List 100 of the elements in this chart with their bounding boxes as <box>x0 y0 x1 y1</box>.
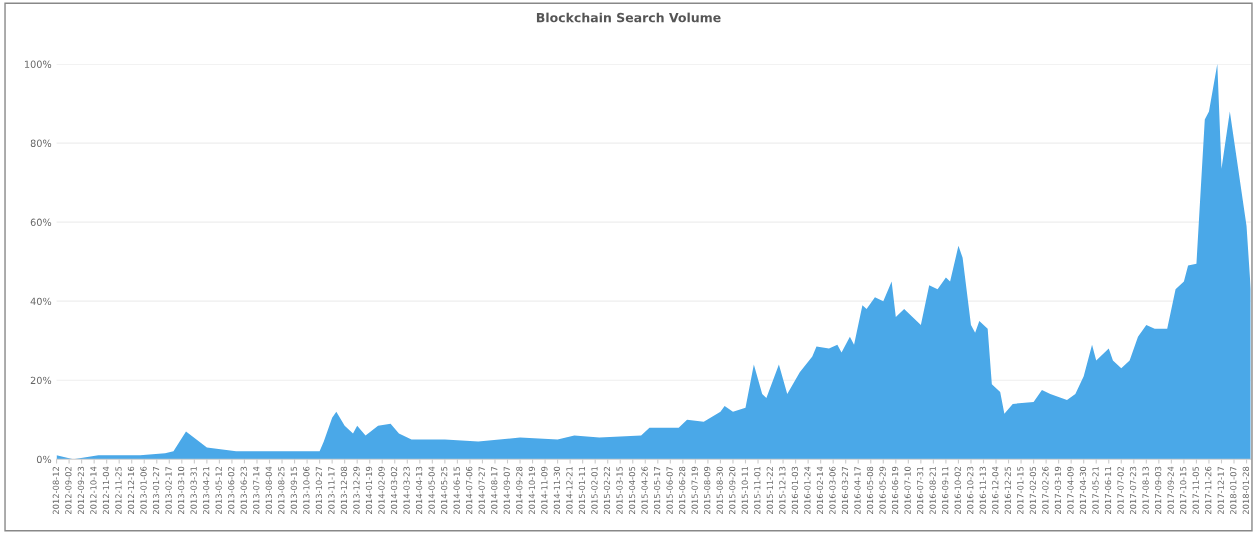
x-tick-label: 2016-06-19 <box>891 466 899 514</box>
y-tick-label: 100% <box>24 60 52 68</box>
x-tick-label: 2013-04-21 <box>202 466 210 514</box>
x-tick-label: 2016-09-11 <box>942 466 949 514</box>
x-tick-label: 2017-11-05 <box>1192 466 1199 514</box>
x-tick-label: 2016-02-14 <box>816 466 824 514</box>
x-tick-label: 2016-01-24 <box>804 466 811 514</box>
x-tick-label: 2018-01-07 <box>1230 466 1237 514</box>
x-tick-label: 2013-05-12 <box>215 467 222 514</box>
x-tick-label: 2015-11-22 <box>766 467 773 514</box>
x-tick-label: 2016-03-06 <box>829 466 836 514</box>
x-tick-label: 2014-05-25 <box>440 466 448 514</box>
x-tick-label: 2016-10-02 <box>954 467 961 514</box>
chart-title: Blockchain Search Volume <box>536 12 721 23</box>
x-tick-label: 2015-01-11 <box>578 466 586 514</box>
x-tick-label: 2013-03-31 <box>190 466 197 514</box>
x-tick-label: 2015-09-20 <box>729 466 736 514</box>
y-tick-label: 60% <box>30 218 52 226</box>
x-tick-label: 2014-04-13 <box>415 466 423 514</box>
y-tick-label: 40% <box>30 297 52 306</box>
x-tick-label: 2017-01-15 <box>1017 466 1024 514</box>
x-tick-label: 2013-10-06 <box>303 466 310 514</box>
x-tick-label: 2014-07-06 <box>466 466 473 514</box>
x-tick-label: 2017-07-23 <box>1129 466 1137 514</box>
x-tick-label: 2015-08-09 <box>704 466 711 514</box>
x-tick-label: 2017-04-09 <box>1067 466 1074 514</box>
x-tick-label: 2014-09-28 <box>516 466 523 514</box>
x-tick-label: 2016-03-27 <box>841 466 849 514</box>
x-tick-label: 2015-11-01 <box>754 466 761 514</box>
x-tick-label: 2012-11-04 <box>102 466 110 514</box>
x-tick-label: 2013-01-06 <box>140 466 147 514</box>
x-tick-label: 2015-04-26 <box>641 466 648 514</box>
x-tick-label: 2017-10-15 <box>1180 466 1187 514</box>
x-tick-label: 2013-06-02 <box>228 467 235 514</box>
x-tick-label: 2018-01-28 <box>1242 466 1249 514</box>
y-tick-label: 80% <box>30 139 52 147</box>
x-tick-label: 2014-09-07 <box>503 466 510 514</box>
x-tick-label: 2017-09-03 <box>1154 466 1162 514</box>
x-tick-label: 2017-02-26 <box>1042 466 1049 514</box>
x-tick-label: 2017-08-13 <box>1142 466 1149 514</box>
x-tick-label: 2012-09-02 <box>65 467 72 514</box>
x-tick-label: 2016-11-13 <box>979 466 986 514</box>
x-tick-label: 2015-02-22 <box>603 467 611 514</box>
x-tick-label: 2013-12-08 <box>340 466 348 514</box>
x-tick-label: 2012-09-23 <box>77 466 85 514</box>
x-tick-label: 2014-07-27 <box>478 466 485 514</box>
x-tick-label: 2013-02-17 <box>165 466 172 514</box>
x-tick-label: 2013-08-04 <box>265 466 272 514</box>
x-tick-label: 2017-05-21 <box>1092 466 1099 514</box>
x-tick-label: 2016-01-03 <box>791 466 799 514</box>
x-tick-label: 2014-01-19 <box>365 466 373 514</box>
x-tick-label: 2017-04-30 <box>1079 466 1087 514</box>
x-tick-label: 2014-02-09 <box>378 466 385 514</box>
x-tick-label: 2016-05-29 <box>879 466 886 514</box>
x-tick-label: 2016-07-10 <box>904 466 911 514</box>
x-tick-label: 2014-05-04 <box>428 466 435 514</box>
x-tick-label: 2013-03-10 <box>177 466 185 514</box>
x-tick-label: 2015-08-30 <box>716 466 723 514</box>
x-tick-label: 2015-06-07 <box>666 466 673 514</box>
x-tick-label: 2013-01-27 <box>152 466 160 514</box>
x-tick-label: 2014-03-02 <box>390 467 398 514</box>
x-tick-label: 2014-06-15 <box>453 466 460 514</box>
x-tick-label: 2015-12-13 <box>779 466 786 514</box>
x-tick-label: 2017-11-26 <box>1205 466 1212 514</box>
x-tick-label: 2013-07-14 <box>253 466 260 514</box>
x-tick-label: 2016-12-04 <box>992 466 999 514</box>
x-tick-label: 2013-12-29 <box>353 466 360 514</box>
x-tick-label: 2014-08-17 <box>491 466 498 514</box>
x-tick-label: 2013-11-17 <box>328 466 335 514</box>
x-tick-label: 2016-12-25 <box>1004 466 1011 514</box>
x-tick-label: 2012-11-25 <box>115 466 122 514</box>
x-tick-label: 2012-10-14 <box>90 466 97 514</box>
x-tick-label: 2014-12-21 <box>566 466 573 514</box>
x-tick-label: 2013-06-23 <box>240 466 247 514</box>
x-tick-label: 2017-07-02 <box>1117 467 1124 514</box>
x-tick-label: 2016-07-31 <box>916 466 924 514</box>
x-tick-label: 2013-09-15 <box>290 466 297 514</box>
x-tick-label: 2017-09-24 <box>1167 466 1174 514</box>
x-tick-label: 2015-07-19 <box>691 466 698 514</box>
y-tick-label: 0% <box>36 455 52 464</box>
x-tick-label: 2017-03-19 <box>1054 466 1062 514</box>
x-tick-label: 2016-10-23 <box>967 466 974 514</box>
x-tick-label: 2012-12-16 <box>127 466 135 514</box>
x-tick-label: 2016-08-21 <box>929 466 936 514</box>
x-tick-label: 2014-11-09 <box>541 466 548 514</box>
x-tick-label: 2014-11-30 <box>553 466 561 514</box>
x-tick-label: 2013-08-25 <box>278 466 285 514</box>
x-tick-label: 2016-05-08 <box>866 466 874 514</box>
x-tick-label: 2015-10-11 <box>741 466 748 514</box>
x-tick-label: 2017-12-17 <box>1217 466 1224 514</box>
x-tick-label: 2012-08-12 <box>52 467 59 514</box>
x-tick-label: 2015-06-28 <box>678 466 686 514</box>
x-tick-label: 2014-03-23 <box>403 466 410 514</box>
x-tick-label: 2013-10-27 <box>315 466 323 514</box>
x-tick-label: 2016-04-17 <box>854 466 861 514</box>
y-tick-label: 20% <box>30 376 52 385</box>
x-tick-label: 2015-02-01 <box>591 466 598 514</box>
x-tick-label: 2014-10-19 <box>528 466 535 514</box>
x-tick-label: 2015-05-17 <box>653 466 661 514</box>
x-tick-label: 2015-03-15 <box>616 466 623 514</box>
